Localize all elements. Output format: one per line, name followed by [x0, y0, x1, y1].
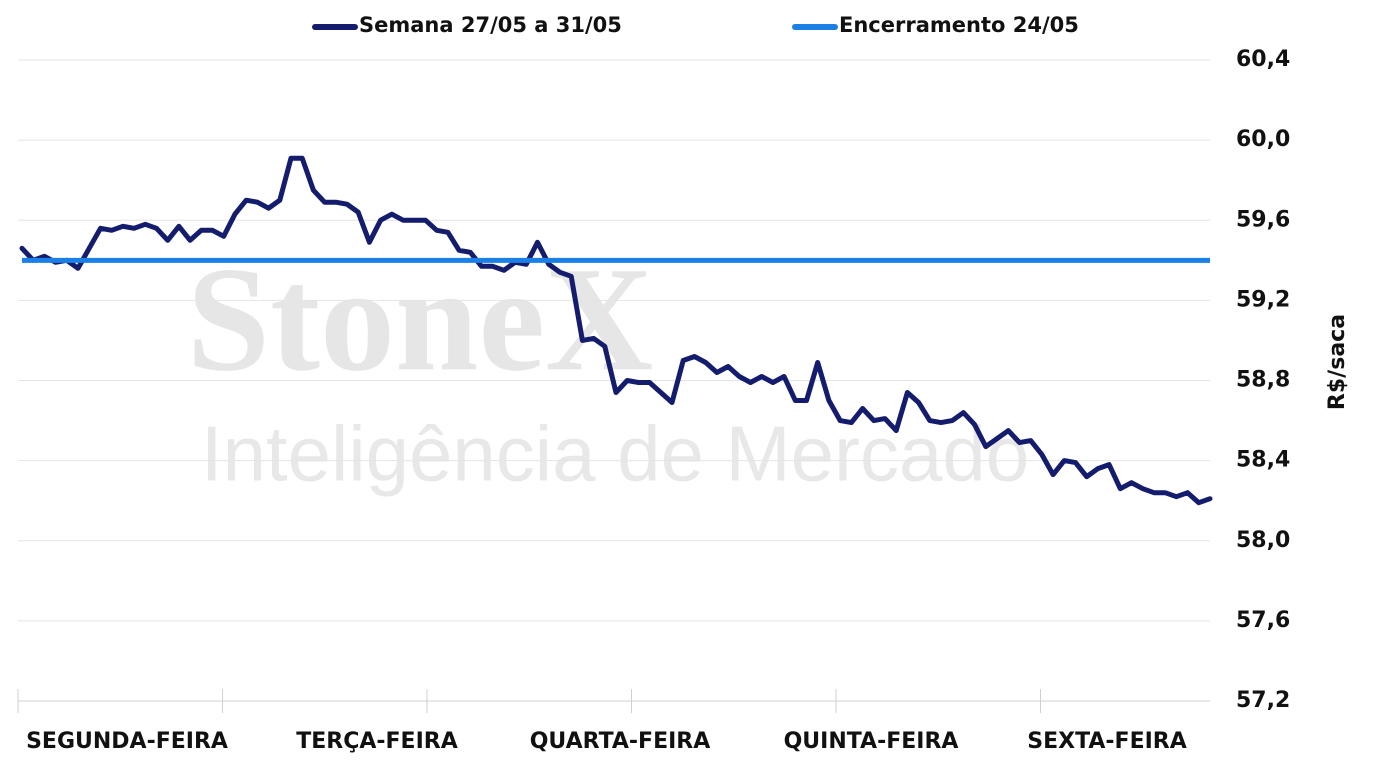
watermark-logo: StoneX [187, 236, 654, 402]
legend-label: Semana 27/05 a 31/05 [359, 13, 622, 37]
y-tick-label: 60,0 [1236, 127, 1290, 152]
y-tick-label: 60,4 [1236, 47, 1290, 72]
watermark-text: Inteligência de Mercado [201, 410, 1029, 498]
series-line [19, 155, 1213, 506]
y-tick-label: 57,6 [1236, 608, 1290, 633]
y-tick-label: 58,4 [1236, 448, 1290, 473]
y-tick-label: 58,0 [1236, 528, 1290, 553]
x-tick-label: QUARTA-FEIRA [530, 729, 711, 754]
y-tick-label: 58,8 [1236, 368, 1290, 393]
y-tick-label: 59,2 [1236, 287, 1290, 312]
y-tick-label: 59,6 [1236, 207, 1290, 232]
x-tick-label: SEGUNDA-FEIRA [26, 729, 228, 754]
y-axis-label: R$/saca [1325, 314, 1350, 410]
y-tick-label: 57,2 [1236, 688, 1290, 713]
x-tick-label: TERÇA-FEIRA [296, 729, 458, 754]
legend-label: Encerramento 24/05 [839, 13, 1079, 37]
x-tick-label: SEXTA-FEIRA [1027, 729, 1187, 754]
x-tick-label: QUINTA-FEIRA [784, 729, 959, 754]
